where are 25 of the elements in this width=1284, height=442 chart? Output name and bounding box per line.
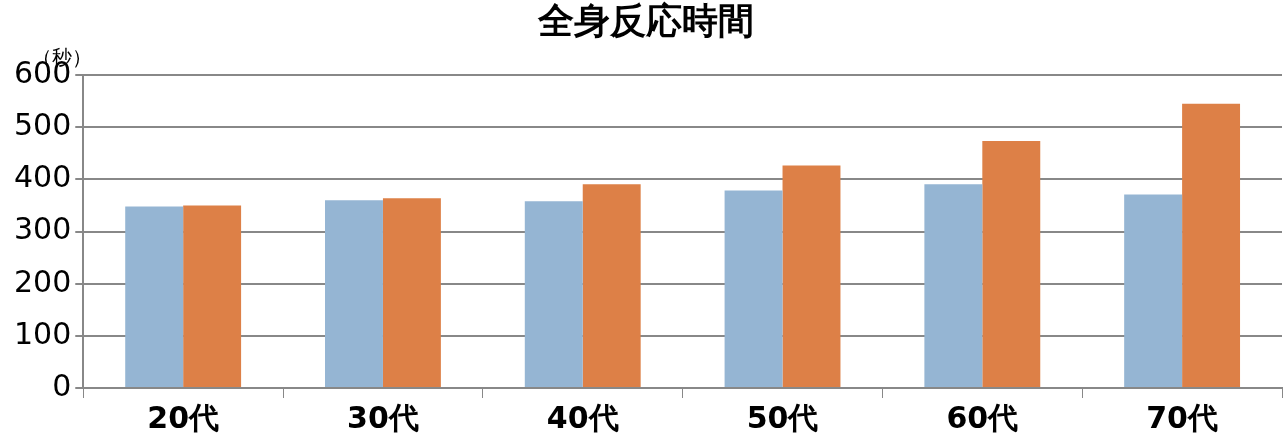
bar (924, 184, 983, 387)
bar (183, 205, 242, 387)
x-tick-label: 60代 (946, 399, 1019, 435)
bar (125, 206, 184, 387)
x-tick-label: 20代 (147, 399, 220, 435)
y-tick-label: 400 (14, 159, 72, 195)
y-tick-label: 100 (14, 315, 72, 351)
bar (982, 140, 1041, 387)
x-tick-label: 70代 (1146, 399, 1218, 435)
y-tick-label: 500 (14, 107, 72, 143)
y-tick-label: 0 (52, 367, 72, 403)
bar (582, 184, 641, 387)
bar (382, 198, 441, 387)
bar (724, 190, 783, 387)
x-tick-label: 50代 (746, 399, 819, 435)
bar (325, 200, 383, 387)
bar (1124, 194, 1183, 387)
bar (524, 201, 583, 387)
bar (1182, 103, 1241, 387)
x-tick-label: 40代 (546, 399, 619, 435)
chart-title: 全身反応時間 (537, 0, 754, 41)
y-tick-label: 200 (14, 263, 72, 299)
y-tick-label: 300 (14, 211, 72, 247)
x-tick-label: 30代 (347, 399, 419, 435)
bar (782, 165, 841, 387)
